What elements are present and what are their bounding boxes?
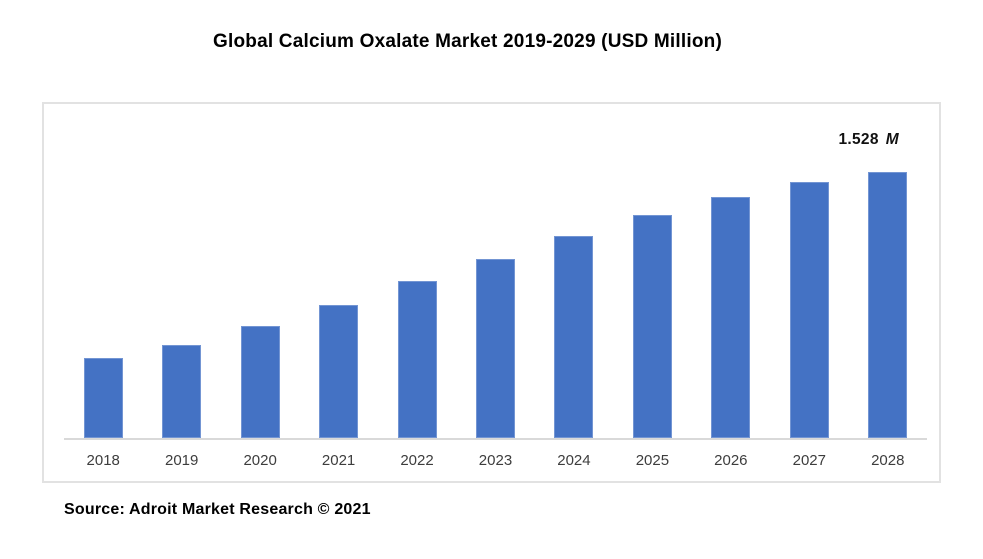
bar-2024 xyxy=(554,235,594,438)
bar-slot xyxy=(64,104,142,438)
bar-slot xyxy=(770,104,848,438)
x-tick-label-2028: 2028 xyxy=(871,452,905,469)
x-tick-label-2026: 2026 xyxy=(714,452,748,469)
bar-slot xyxy=(456,104,534,438)
x-tick-label-2019: 2019 xyxy=(164,452,199,469)
max-value-annotation: 1.528 M xyxy=(838,131,899,149)
bar-2027 xyxy=(789,182,829,438)
bar-slot xyxy=(613,104,691,438)
bar-slot xyxy=(142,104,220,438)
bar-slot xyxy=(692,104,770,438)
plot-area xyxy=(64,104,927,440)
x-axis-labels: 2018 2019 2020 2021 2022 2023 2024 2025 2026 2027… xyxy=(64,440,927,481)
x-tick-label-2027: 2027 xyxy=(792,452,826,469)
x-tick-label-2024: 2024 xyxy=(557,452,591,469)
bar-2025 xyxy=(632,214,672,438)
annotation-unit: M xyxy=(885,131,899,148)
source-attribution: Source: Adroit Market Research © 2021 xyxy=(64,501,371,518)
annotation-value: 1.528 xyxy=(838,131,879,148)
bar-slot xyxy=(221,104,299,438)
bar-slot xyxy=(299,104,377,438)
bar-2028 xyxy=(868,172,908,438)
bar-2023 xyxy=(475,259,515,438)
bar-2018 xyxy=(83,357,123,438)
x-tick-label-2020: 2020 xyxy=(243,452,277,469)
bar-2022 xyxy=(397,280,437,438)
bar-2026 xyxy=(711,196,751,438)
x-tick-label-2023: 2023 xyxy=(478,452,513,469)
plot-frame: 1.528 M 2018 2019 2020 2021 2022 2023 2024 2025 2… xyxy=(42,102,941,483)
bar-slot xyxy=(535,104,613,438)
bar-slot xyxy=(849,104,927,438)
x-tick-label-2022: 2022 xyxy=(400,452,434,469)
x-tick-label-2018: 2018 xyxy=(86,452,120,469)
bar-2021 xyxy=(319,304,359,438)
bar-slot xyxy=(378,104,456,438)
chart-title: Global Calcium Oxalate Market 2019-2029 … xyxy=(213,31,722,52)
bar-2020 xyxy=(240,326,280,438)
x-tick-label-2021: 2021 xyxy=(321,452,356,469)
bar-2019 xyxy=(162,345,202,438)
x-tick-label-2025: 2025 xyxy=(635,452,670,469)
